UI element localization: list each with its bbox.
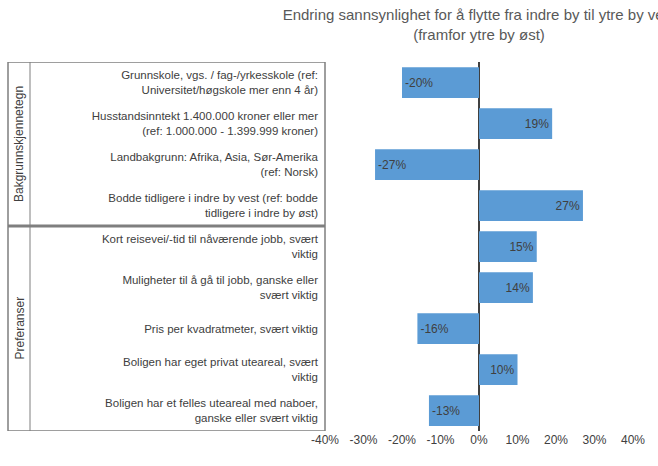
svg-text:-16%: -16% <box>420 322 448 336</box>
svg-text:Grunnskole, vgs. / fag-/yrkess: Grunnskole, vgs. / fag-/yrkesskole (ref:… <box>121 69 318 96</box>
svg-text:-13%: -13% <box>432 404 460 418</box>
svg-text:Landbakgrunn: Afrika, Asia, Sø: Landbakgrunn: Afrika, Asia, Sør-Amerika(… <box>110 151 318 178</box>
svg-text:Preferanser: Preferanser <box>13 297 27 360</box>
svg-text:Bakgrunnskjennetegn: Bakgrunnskjennetegn <box>12 86 26 202</box>
svg-text:-10%: -10% <box>426 433 454 447</box>
svg-text:Kort reisevei/-tid til nåværen: Kort reisevei/-tid til nåværende jobb, s… <box>102 233 319 260</box>
svg-text:30%: 30% <box>582 433 606 447</box>
svg-text:Endring sannsynlighet for å fl: Endring sannsynlighet for å flytte fra i… <box>283 6 658 43</box>
svg-text:14%: 14% <box>506 281 530 295</box>
svg-text:27%: 27% <box>556 199 580 213</box>
svg-text:Bodde tidligere i indre by ves: Bodde tidligere i indre by vest (ref: bo… <box>108 192 318 219</box>
svg-text:-30%: -30% <box>349 433 377 447</box>
svg-text:Husstandsinntekt 1.400.000 kro: Husstandsinntekt 1.400.000 kroner eller … <box>92 110 318 137</box>
svg-text:-20%: -20% <box>388 433 416 447</box>
svg-text:-40%: -40% <box>311 433 339 447</box>
svg-text:0%: 0% <box>470 433 488 447</box>
svg-text:Muligheter til å gå til jobb,: Muligheter til å gå til jobb, ganske ell… <box>122 274 318 301</box>
svg-text:Boligen har et felles uteareal: Boligen har et felles uteareal med naboe… <box>105 397 318 424</box>
svg-text:Pris per kvadratmeter, svært v: Pris per kvadratmeter, svært viktig <box>144 323 318 335</box>
svg-text:10%: 10% <box>490 363 514 377</box>
svg-text:10%: 10% <box>505 433 529 447</box>
svg-text:40%: 40% <box>621 433 645 447</box>
svg-text:20%: 20% <box>544 433 568 447</box>
svg-text:-20%: -20% <box>405 76 433 90</box>
svg-text:Boligen har eget privat uteare: Boligen har eget privat uteareal, sværtv… <box>123 356 319 383</box>
svg-text:-27%: -27% <box>378 158 406 172</box>
svg-text:15%: 15% <box>509 240 533 254</box>
svg-text:19%: 19% <box>525 117 549 131</box>
